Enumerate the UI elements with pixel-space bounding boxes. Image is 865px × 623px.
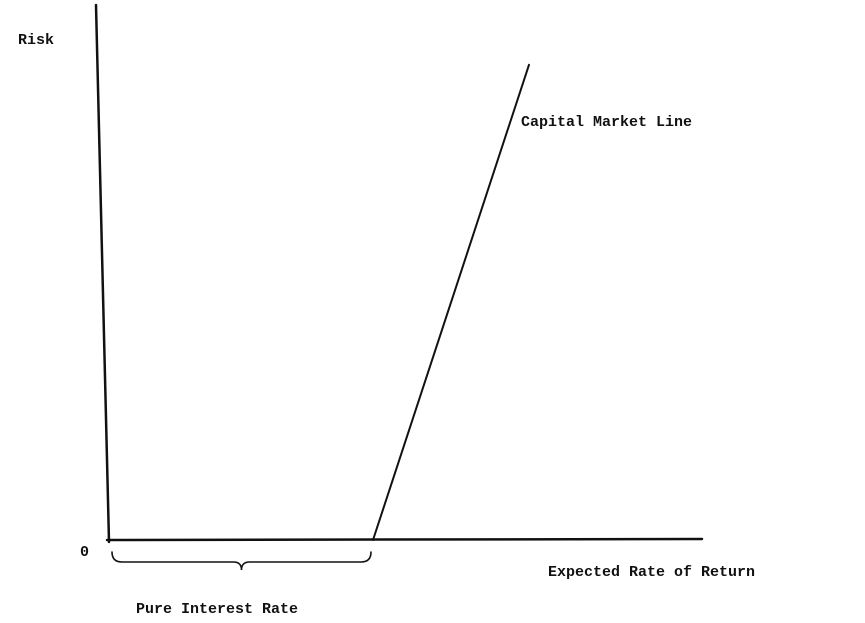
y-axis <box>94 3 111 544</box>
series-label-capital-market-line: Capital Market Line <box>521 114 692 131</box>
x-axis <box>105 537 704 542</box>
origin-label: 0 <box>80 544 89 561</box>
pure-interest-rate-brace <box>111 551 372 571</box>
annotation-pure-interest-rate: Pure Interest Rate <box>136 601 298 618</box>
y-axis-label: Risk <box>18 32 54 49</box>
capital-market-line <box>372 63 530 541</box>
x-axis-label: Expected Rate of Return <box>548 564 755 581</box>
